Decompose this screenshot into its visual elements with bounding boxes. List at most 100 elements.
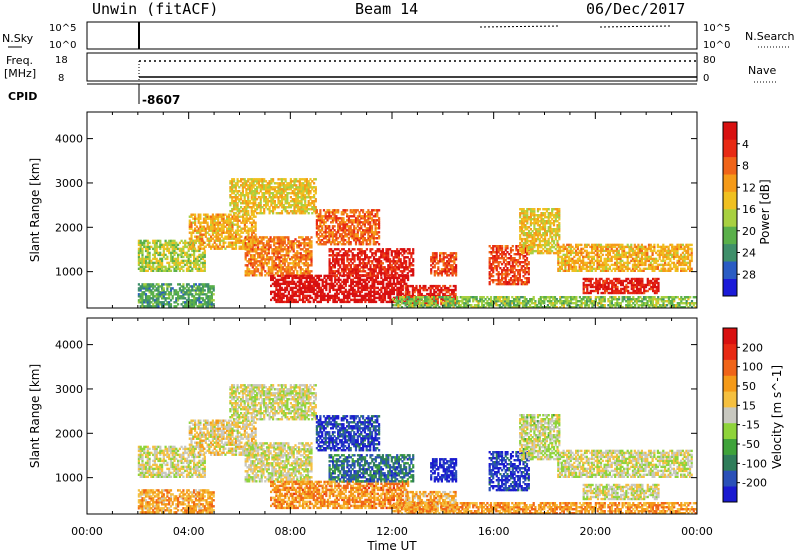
echo-cell <box>201 255 205 259</box>
echo-cell <box>243 213 246 216</box>
echo-cell <box>335 211 338 214</box>
echo-cell <box>324 227 327 230</box>
echo-cell <box>139 247 142 251</box>
echo-cell <box>542 243 545 247</box>
echo-cell <box>389 266 392 269</box>
echo-cell <box>310 286 314 290</box>
echo-cell <box>360 252 363 255</box>
echo-cell <box>162 305 165 308</box>
echo-cell <box>286 194 289 197</box>
echo-cell <box>360 243 363 246</box>
echo-cell <box>153 247 156 251</box>
echo-cell <box>538 216 541 219</box>
echo-cell <box>141 297 144 300</box>
echo-cell <box>298 206 301 209</box>
echo-cell <box>330 215 333 218</box>
echo-cell <box>255 258 258 261</box>
echo-cell <box>529 228 532 231</box>
echo-cell <box>495 279 498 282</box>
echo-cell <box>210 245 213 248</box>
echo-cell <box>148 295 151 298</box>
echo-cell <box>536 233 540 237</box>
nsky-hi: 10^5 <box>49 23 76 34</box>
echo-cell <box>309 282 312 286</box>
echo-cell <box>153 261 156 265</box>
echo-cell <box>529 210 532 213</box>
echo-cell <box>272 208 275 211</box>
echo-cell <box>335 217 338 220</box>
echo-cell <box>209 295 212 298</box>
echo-cell <box>289 192 292 195</box>
echo-cell <box>331 219 334 222</box>
echo-cell <box>177 293 180 296</box>
echo-cell <box>405 262 408 265</box>
echo-cell <box>273 238 276 241</box>
echo-cell <box>335 235 338 238</box>
echo-cell <box>536 214 540 217</box>
echo-cell <box>545 239 548 243</box>
echo-cell <box>280 184 284 187</box>
echo-cell <box>290 240 293 243</box>
echo-cell <box>316 280 319 284</box>
echo-cell <box>509 247 513 250</box>
echo-cell <box>326 231 329 234</box>
echo-cell <box>266 190 269 193</box>
echo-cell <box>326 219 329 222</box>
echo-cell <box>372 256 376 259</box>
echo-cell <box>275 298 278 302</box>
echo-cell <box>211 229 214 232</box>
echo-cell <box>284 196 287 199</box>
echo-cell <box>499 273 502 276</box>
echo-cell <box>351 219 354 222</box>
echo-cell <box>525 253 529 256</box>
echo-cell <box>490 279 493 282</box>
echo-cell <box>508 261 511 264</box>
echo-cell <box>199 233 202 236</box>
echo-cell <box>371 284 374 288</box>
echo-cell <box>397 256 400 259</box>
echo-cell <box>314 280 317 284</box>
echo-cell <box>245 194 248 197</box>
echo-cell <box>387 274 390 278</box>
echo-cell <box>284 288 287 292</box>
echo-cell <box>529 208 532 211</box>
echo-cell <box>331 211 334 214</box>
echo-cell <box>319 241 322 244</box>
echo-cell <box>298 210 301 213</box>
echo-cell <box>515 245 518 248</box>
echo-cell <box>275 294 278 298</box>
echo-cell <box>159 303 162 306</box>
echo-cell <box>144 293 148 296</box>
echo-cell <box>305 186 308 189</box>
echo-cell <box>243 210 246 213</box>
echo-cell <box>335 209 338 212</box>
echo-cell <box>430 256 433 259</box>
echo-cell <box>206 239 209 242</box>
echo-cell <box>191 293 194 296</box>
echo-cell <box>197 215 200 218</box>
echo-cell <box>302 194 305 197</box>
echo-cell <box>279 182 282 185</box>
echo-cell <box>278 290 282 294</box>
echo-cell <box>358 243 361 246</box>
echo-cell <box>376 290 379 294</box>
echo-cell <box>335 237 338 240</box>
echo-cell <box>211 213 214 216</box>
echo-cell <box>502 277 505 280</box>
echo-cell <box>251 242 254 245</box>
echo-cell <box>281 266 285 269</box>
echo-cell <box>492 271 495 274</box>
echo-cell <box>455 252 458 255</box>
echo-cell <box>300 290 303 294</box>
echo-cell <box>190 245 193 248</box>
echo-cell <box>356 264 360 267</box>
echo-cell <box>347 227 350 230</box>
echo-cell <box>404 292 407 296</box>
echo-cell <box>519 226 522 229</box>
echo-cell <box>195 217 198 220</box>
echo-cell <box>342 258 345 261</box>
echo-cell <box>347 241 350 244</box>
echo-cell <box>305 192 308 195</box>
echo-cell <box>401 278 404 282</box>
